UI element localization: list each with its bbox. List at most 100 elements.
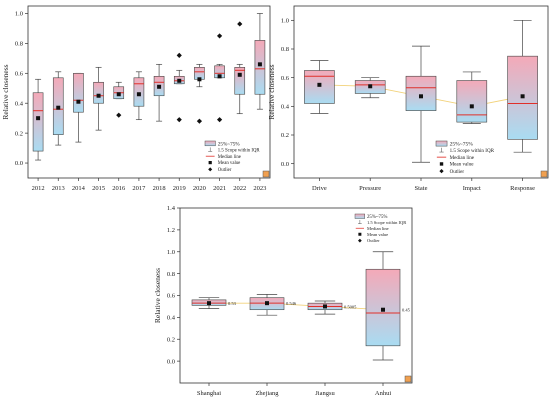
x-tick-label: 2018	[153, 185, 166, 192]
x-tick-label: Anhui	[375, 390, 391, 397]
iqr-box	[93, 81, 104, 104]
legend-whisker-label: 1.5 Scope within IQR	[367, 220, 406, 225]
x-tick-label: 2019	[173, 185, 186, 192]
mean-marker	[36, 116, 41, 121]
outlier-marker	[216, 33, 223, 39]
x-tick-label: Drive	[312, 185, 327, 192]
x-tick-label: State	[415, 185, 428, 192]
legend-median-label: Median line	[450, 155, 475, 161]
x-tick-label: Zhejiang	[255, 390, 279, 397]
mean-marker	[76, 99, 81, 104]
y-tick-label: 1.2	[167, 227, 175, 234]
y-tick-label: 0.4	[15, 100, 24, 107]
x-tick-label: 2013	[52, 185, 65, 192]
iqr-box	[254, 40, 266, 95]
x-tick-label: 2022	[233, 185, 246, 192]
legend-box-swatch	[435, 140, 448, 147]
iqr-box	[456, 80, 488, 123]
iqr-box	[133, 77, 145, 107]
y-tick-label: 1.4	[167, 205, 176, 212]
legend-box-swatch	[354, 213, 365, 219]
legend: 25%~75%1.5 Scope within IQR Median lineMe…	[204, 140, 261, 173]
legend-outlier-label: Outlier	[367, 238, 380, 243]
y-tick-label: 0.2	[15, 130, 23, 137]
x-tick-label: 2020	[193, 185, 206, 192]
y-tick-label: 0.6	[15, 71, 24, 78]
outlier-marker	[176, 52, 182, 58]
mean-marker	[207, 301, 211, 306]
x-tick-label: Jiangsu	[315, 390, 335, 397]
legend-mean-label: Mean value	[450, 162, 475, 168]
y-tick-label: 0.6	[167, 293, 176, 300]
legend-mean-label: Mean value	[218, 161, 241, 166]
iqr-box	[405, 75, 437, 111]
x-tick-label: Shanghai	[197, 390, 221, 397]
y-tick-label: 0.8	[15, 41, 23, 48]
y-tick-label: 1.0	[15, 11, 23, 18]
mean-marker	[177, 78, 182, 83]
y-tick-label: 0.0	[281, 161, 289, 168]
chart-panel-by-province: 0.0 0.2 0.4 0.6 0.8 1.0 1.2 1.4 Relative closene…	[153, 205, 413, 397]
outlier-marker	[237, 21, 243, 27]
legend-mean-swatch	[358, 232, 362, 236]
y-tick-label: 0.4	[281, 104, 290, 111]
legend-outlier-swatch	[358, 238, 362, 243]
legend-whisker-label: 1.5 Scope within IQR	[450, 148, 495, 154]
mean-marker	[96, 93, 101, 98]
legend-box-label: 25%~75%	[218, 141, 241, 147]
outlier-marker	[196, 118, 203, 124]
mean-value-label: 0.546	[286, 301, 297, 306]
x-tick-label: Impact	[463, 185, 481, 192]
legend-outlier-label: Outlier	[450, 169, 465, 175]
x-tick-label: 2021	[213, 185, 226, 192]
mean-marker	[520, 94, 525, 99]
x-tick-label: 2016	[112, 185, 126, 192]
x-tick-label: 2012	[32, 185, 45, 192]
iqr-box	[73, 73, 84, 113]
y-tick-label: 0.2	[167, 336, 175, 343]
mean-marker	[469, 104, 474, 109]
mean-marker	[368, 84, 373, 89]
iqr-box	[32, 92, 44, 152]
y-tick-label: 0.4	[167, 315, 176, 322]
legend-box-label: 25%~75%	[367, 215, 387, 220]
mean-marker	[317, 82, 322, 87]
legend-outlier-swatch	[208, 167, 213, 172]
chart-panel-by-year: 0.0 0.2 0.4 0.6 0.8 1.0 Relative closeness 2012…	[1, 5, 271, 192]
mean-marker	[157, 84, 162, 89]
y-tick-label: 0.0	[167, 358, 175, 365]
legend-mean-swatch	[439, 162, 444, 166]
mean-marker	[265, 301, 269, 306]
outlier-marker	[216, 117, 223, 123]
iqr-box	[365, 268, 401, 347]
x-tick-label: Pressure	[359, 185, 381, 192]
mean-marker	[323, 304, 327, 309]
legend-median-label: Median line	[367, 226, 389, 231]
legend-outlier-label: Outlier	[218, 168, 232, 173]
x-tick-label: 2015	[92, 185, 105, 192]
corner-handle-icon	[540, 170, 548, 178]
x-tick-label: Response	[510, 185, 535, 192]
y-axis-label: Relative closeness	[267, 64, 276, 119]
y-tick-label: 0.8	[167, 271, 175, 278]
mean-marker	[257, 62, 262, 67]
corner-handle-icon	[404, 375, 412, 383]
iqr-box	[234, 67, 246, 95]
y-tick-label: 1.0	[167, 249, 175, 256]
chart-panel-by-dimension: 0.0 0.2 0.4 0.6 0.8 1.0 Relative closeness Driv…	[267, 5, 549, 192]
mean-marker	[419, 94, 423, 99]
corner-handle-icon	[262, 170, 270, 178]
legend-whisker-label: 1.5 Scope within IQR	[218, 148, 261, 153]
mean-value-label: 0.53	[228, 301, 237, 306]
legend-median-label: Median line	[218, 155, 241, 160]
outlier-marker	[116, 112, 122, 118]
y-tick-label: 1.0	[281, 18, 289, 25]
mean-marker	[217, 74, 222, 79]
mean-marker	[136, 92, 141, 97]
y-tick-label: 0.0	[15, 160, 23, 167]
iqr-box	[304, 70, 335, 104]
legend-mean-label: Mean value	[367, 232, 388, 237]
mean-marker	[56, 105, 61, 110]
